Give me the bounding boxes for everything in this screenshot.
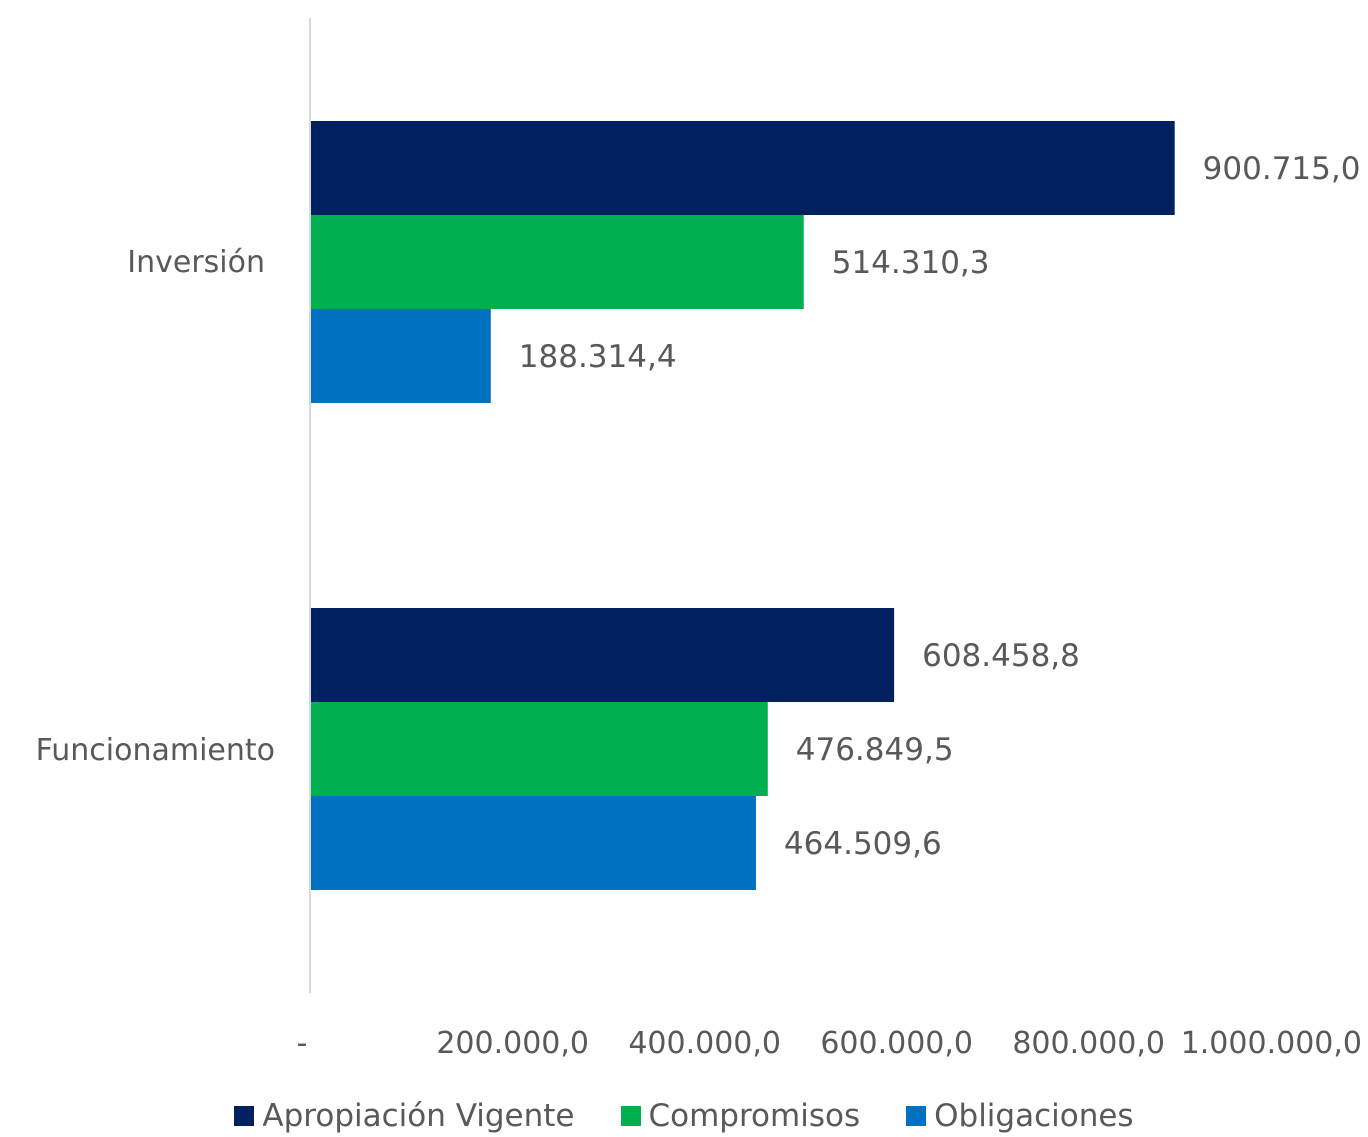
legend-label-obligaciones: Obligaciones xyxy=(934,1098,1134,1134)
x-tick-label-0: - xyxy=(297,1026,308,1061)
legend-item-apropiacion-vigente: Apropiación Vigente xyxy=(234,1098,575,1134)
legend-item-compromisos: Compromisos xyxy=(620,1098,861,1134)
legend-label-compromisos: Compromisos xyxy=(648,1098,861,1134)
data-labels-group: 608.458,8 476.849,5 464.509,6 900.715,0 514.… xyxy=(519,151,1361,862)
x-tick-label-5: 1.000.000,0 xyxy=(1181,1026,1362,1061)
x-tick-label-4: 800.000,0 xyxy=(1012,1026,1165,1061)
bar-inversion-apropiacion-vigente xyxy=(311,121,1175,215)
data-label-inversion-obligaciones: 188.314,4 xyxy=(519,339,677,375)
bar-inversion-compromisos xyxy=(311,215,804,309)
data-label-funcionamiento-obligaciones: 464.509,6 xyxy=(784,826,942,862)
legend-swatch-compromisos xyxy=(620,1106,641,1126)
x-tick-label-3: 600.000,0 xyxy=(820,1026,973,1061)
data-label-inversion-apropiacion-vigente: 900.715,0 xyxy=(1203,151,1361,187)
x-tick-labels-group: - 200.000,0 400.000,0 600.000,0 800.000,0 1.0… xyxy=(297,1026,1362,1061)
legend-label-apropiacion-vigente: Apropiación Vigente xyxy=(262,1098,575,1134)
category-label-inversion: Inversión xyxy=(127,245,265,280)
legend: Apropiación Vigente Compromisos Obligacion… xyxy=(0,1098,1368,1134)
x-tick-label-1: 200.000,0 xyxy=(436,1026,589,1061)
data-label-funcionamiento-apropiacion-vigente: 608.458,8 xyxy=(922,638,1080,674)
legend-item-obligaciones: Obligaciones xyxy=(906,1098,1134,1134)
category-labels-group: Funcionamiento Inversión xyxy=(36,245,275,768)
legend-swatch-obligaciones xyxy=(906,1106,927,1126)
data-label-funcionamiento-compromisos: 476.849,5 xyxy=(796,732,954,768)
legend-swatch-apropiacion-vigente xyxy=(234,1106,255,1126)
bar-funcionamiento-apropiacion-vigente xyxy=(311,608,895,702)
bars-group xyxy=(311,121,1175,890)
bar-funcionamiento-compromisos xyxy=(311,702,768,796)
x-tick-label-2: 400.000,0 xyxy=(628,1026,781,1061)
category-label-funcionamiento: Funcionamiento xyxy=(36,733,275,768)
bar-inversion-obligaciones xyxy=(311,309,491,403)
bar-chart: 608.458,8 476.849,5 464.509,6 900.715,0 514.… xyxy=(36,18,1362,1061)
bar-funcionamiento-obligaciones xyxy=(311,796,756,890)
data-label-inversion-compromisos: 514.310,3 xyxy=(832,245,990,281)
